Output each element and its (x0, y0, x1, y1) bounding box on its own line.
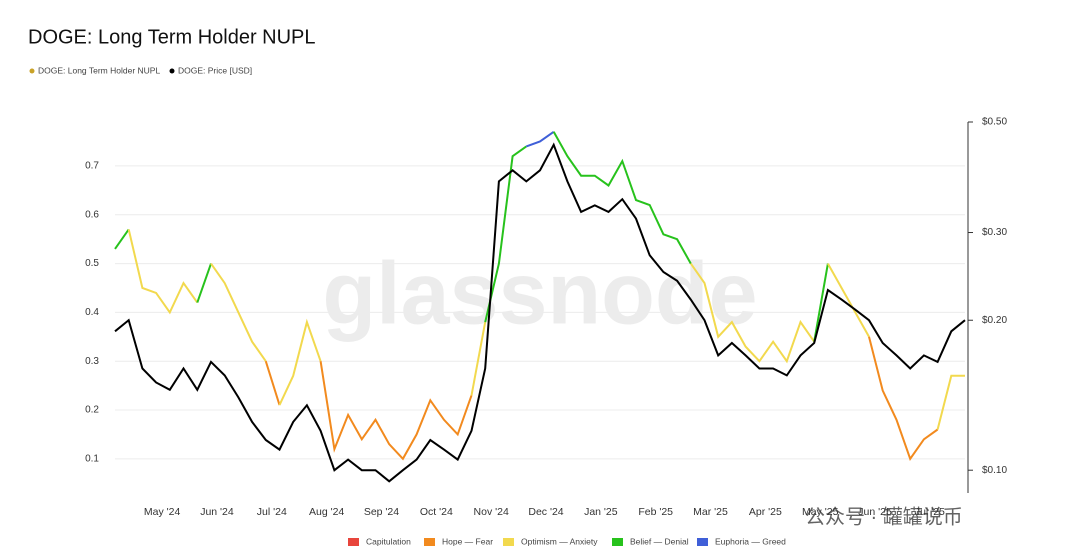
nupl-line (264, 360, 281, 406)
nupl-line (114, 228, 130, 250)
x-tick-label: May '24 (144, 506, 181, 518)
x-tick-label: Jul '25 (915, 506, 945, 518)
x-tick-label: Jul '24 (257, 506, 287, 518)
legend-marker (29, 68, 35, 74)
zone-legend-label: Euphoria — Greed (715, 536, 786, 546)
nupl-line (484, 145, 527, 323)
nupl-line (210, 263, 267, 362)
legend-marker (169, 68, 175, 74)
chart-title: DOGE: Long Term Holder NUPL (28, 26, 316, 48)
y-tick-label: 0.4 (85, 307, 99, 318)
nupl-line (868, 336, 939, 461)
nupl-line (552, 131, 692, 265)
zone-legend-swatch (612, 538, 623, 546)
x-tick-label: Feb '25 (638, 506, 673, 518)
x-tick-label: Dec '24 (528, 506, 563, 518)
x-tick-label: Mar '25 (693, 506, 728, 518)
y-tick-label: 0.3 (85, 356, 99, 367)
watermark: glassnode (322, 243, 757, 342)
nupl-line (196, 263, 212, 303)
zone-legend-label: Capitulation (366, 536, 411, 546)
nupl-line (525, 130, 555, 148)
y-tick-label: 0.1 (85, 453, 99, 464)
x-tick-label: Oct '24 (420, 506, 453, 518)
zone-legend-swatch (424, 538, 435, 546)
zone-legend-swatch (503, 538, 514, 546)
nupl-line (470, 321, 487, 396)
y2-tick-label: $0.30 (982, 227, 1007, 238)
y-tick-label: 0.6 (85, 209, 99, 220)
y-tick-label: 0.7 (85, 161, 99, 172)
y2-tick-label: $0.10 (982, 465, 1007, 476)
x-tick-label: May '25 (802, 506, 839, 518)
nupl-line (278, 318, 322, 406)
legend-label: DOGE: Long Term Holder NUPL (38, 65, 160, 75)
x-tick-label: Apr '25 (749, 506, 782, 518)
watermark-2: 公众号 · 罐罐说币 (805, 505, 963, 528)
x-tick-label: Jan '25 (584, 506, 618, 518)
zone-legend-label: Optimism — Anxiety (521, 536, 598, 546)
nupl-line (689, 263, 816, 364)
zone-legend-label: Belief — Denial (630, 536, 689, 546)
zone-legend-swatch (697, 538, 708, 546)
price-line (114, 142, 966, 483)
nupl-line (936, 374, 965, 430)
y-tick-label: 0.5 (85, 258, 99, 269)
zone-legend-swatch (348, 538, 359, 546)
nupl-line (127, 229, 199, 315)
legend-label: DOGE: Price [USD] (178, 65, 252, 75)
nupl-line (813, 263, 829, 342)
zone-legend-label: Hope — Fear (442, 536, 493, 546)
nupl-line (827, 263, 870, 338)
y2-tick-label: $0.20 (982, 315, 1007, 326)
nupl-line (319, 361, 473, 461)
x-tick-label: Sep '24 (364, 506, 399, 518)
x-tick-label: Jun '24 (200, 506, 234, 518)
y-tick-label: 0.2 (85, 405, 99, 416)
y2-tick-label: $0.50 (982, 117, 1007, 128)
x-tick-label: Aug '24 (309, 506, 344, 518)
x-tick-label: Nov '24 (474, 506, 509, 518)
x-tick-label: Jun '25 (858, 506, 892, 518)
